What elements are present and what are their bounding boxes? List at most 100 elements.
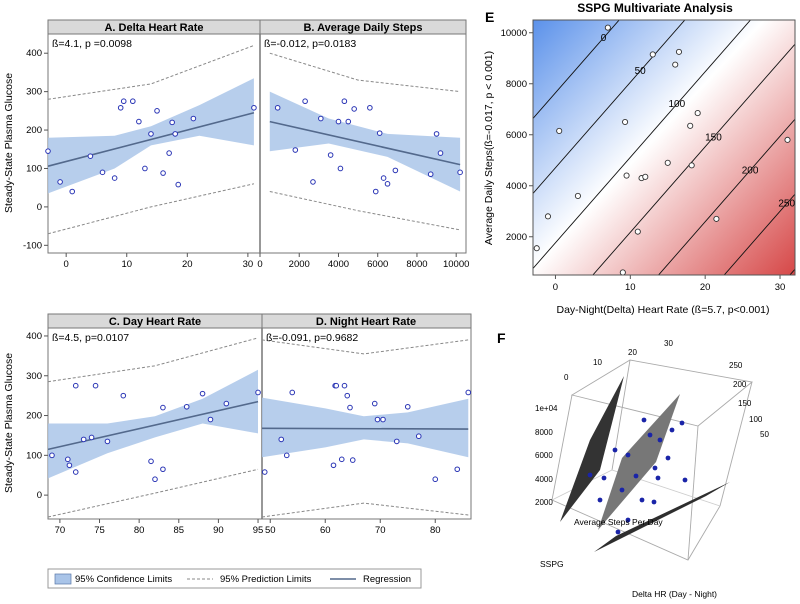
surface-plane-low xyxy=(594,482,730,552)
contour-label: 50 xyxy=(635,66,647,77)
data-point xyxy=(169,119,175,126)
confidence-band xyxy=(262,397,469,458)
y-tick-label: 300 xyxy=(26,371,42,382)
data-point xyxy=(341,382,348,389)
heatmap-point xyxy=(604,24,611,31)
panel-b-annotation: ß=-0.012, p=0.0183 xyxy=(264,38,356,50)
f-point xyxy=(587,472,593,478)
f-ylabel: Average Steps Per Day xyxy=(574,517,663,527)
f-top-tick-3: 30 xyxy=(664,339,673,348)
panel-c-title: C. Day Heart Rate xyxy=(109,316,201,328)
f-point xyxy=(682,477,688,483)
f-point xyxy=(619,487,625,493)
panel-b-title: B. Average Daily Steps xyxy=(303,22,422,34)
x-tick-label: 0 xyxy=(64,259,69,270)
x-tick-label: 90 xyxy=(213,525,224,536)
y-tick-label: -100 xyxy=(23,240,42,251)
heatmap-point xyxy=(574,192,581,199)
data-point xyxy=(148,458,154,465)
data-point xyxy=(160,466,166,473)
prediction-limit-upper xyxy=(47,337,259,383)
x-tick-label: 85 xyxy=(173,525,184,536)
cube-edge-2 xyxy=(687,425,699,561)
panel-e-plot: 050100150200250300 xyxy=(533,20,795,275)
legend-ci-label: 95% Confidence Limits xyxy=(75,574,172,585)
heatmap-point xyxy=(675,48,683,55)
f-point xyxy=(665,455,671,461)
data-point xyxy=(120,98,127,105)
data-point xyxy=(154,108,160,114)
x-tick-label: 30 xyxy=(243,259,254,270)
prediction-limit-upper xyxy=(47,45,255,100)
panel-e-frame xyxy=(532,19,796,276)
data-point xyxy=(207,416,214,423)
x-tick-label: 80 xyxy=(134,525,145,536)
panel-b-plot: 0 2000 4000 6000 8000 10000 xyxy=(257,52,469,270)
data-point xyxy=(465,389,472,396)
f-left-tick-2: 6000 xyxy=(535,451,553,460)
f-point xyxy=(612,447,618,453)
x-tick-label: 75 xyxy=(94,525,105,536)
panel-c: C. Day Heart Rate 70 75 80 85 90 95 0 100 200 300… xyxy=(26,313,263,536)
e-x-tick-label: 10 xyxy=(625,282,636,293)
y-tick-label: 300 xyxy=(26,87,42,98)
f-point xyxy=(597,497,603,503)
data-point xyxy=(404,403,411,410)
f-top-tick-2: 20 xyxy=(628,348,637,357)
data-point xyxy=(72,469,79,475)
f-top-tick-1: 10 xyxy=(593,358,602,367)
f-point xyxy=(615,529,621,535)
x-tick-label: 10 xyxy=(121,259,132,270)
heatmap-point xyxy=(713,215,720,222)
x-tick-label: 10000 xyxy=(443,259,469,270)
data-point xyxy=(371,400,378,407)
f-right-tick-4: 50 xyxy=(760,430,769,439)
panel-f-points xyxy=(587,417,688,535)
data-point xyxy=(292,147,299,153)
data-point xyxy=(160,404,166,411)
data-point xyxy=(172,131,178,137)
data-point xyxy=(433,131,440,137)
panel-d-title: D. Night Heart Rate xyxy=(316,316,416,328)
panel-d-plot: 50 60 70 80 xyxy=(261,339,472,536)
cube-edge-1 xyxy=(551,394,573,501)
contour-label: 100 xyxy=(668,99,685,110)
data-point xyxy=(99,169,106,176)
data-point xyxy=(142,165,148,172)
y-tick-label: 400 xyxy=(26,48,42,59)
heatmap-point xyxy=(672,61,679,68)
panel-e-label: E xyxy=(485,9,494,25)
regression-line xyxy=(47,111,255,167)
confidence-band xyxy=(269,91,461,192)
data-point xyxy=(437,150,444,156)
panel-a-annotation: ß=4.1, p =0.0098 xyxy=(52,38,132,50)
prediction-limit-upper xyxy=(261,339,469,355)
f-point xyxy=(625,517,631,523)
data-point xyxy=(333,382,340,389)
heatmap-point xyxy=(687,122,694,129)
data-point xyxy=(345,118,352,125)
f-right-tick-2: 150 xyxy=(738,399,752,408)
data-point xyxy=(432,476,439,483)
f-right-tick-1: 200 xyxy=(733,380,747,389)
f-point xyxy=(679,420,685,426)
data-point xyxy=(347,404,353,411)
data-point xyxy=(392,167,399,174)
panel-c-annotation: ß=4.5, p=0.0107 xyxy=(52,332,129,344)
data-point xyxy=(92,382,99,389)
heatmap-point xyxy=(634,228,641,235)
heatmap-point xyxy=(664,159,671,166)
x-tick-label: 20 xyxy=(182,259,193,270)
y-tick-label: 200 xyxy=(26,125,42,136)
panel-f-label: F xyxy=(497,330,506,346)
data-point xyxy=(351,106,357,112)
data-point xyxy=(337,165,344,172)
surface-plane-dark xyxy=(560,376,624,522)
cube-edge-3 xyxy=(719,381,753,507)
data-point xyxy=(88,434,95,441)
x-tick-label: 4000 xyxy=(328,259,349,270)
data-point xyxy=(318,115,324,122)
data-point xyxy=(251,104,257,111)
panel-e-xlabel: Day-Night(Delta) Heart Rate (ß=5.7, p<0.… xyxy=(556,304,769,316)
